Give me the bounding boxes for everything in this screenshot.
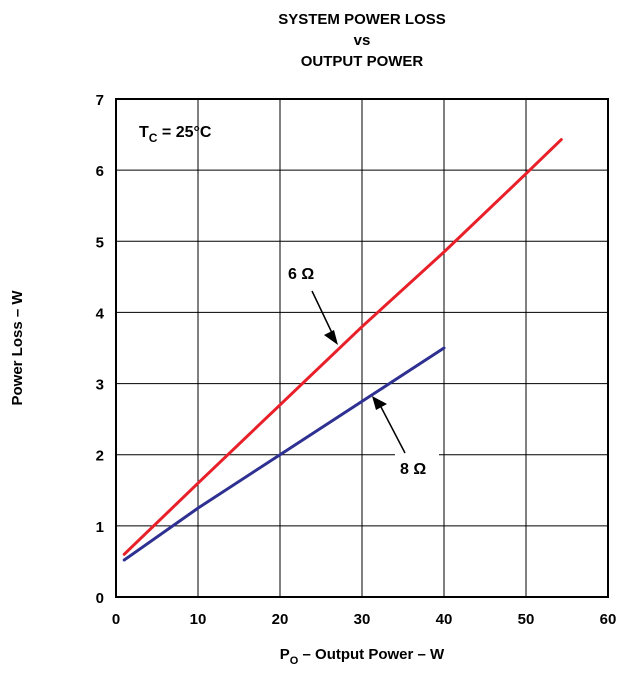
x-tick-label: 40	[436, 611, 453, 628]
y-axis-label: Power Loss – W	[9, 290, 26, 406]
y-tick-label: 1	[96, 519, 104, 536]
y-tick-label: 4	[96, 305, 105, 322]
arrow-head-8-ohm	[372, 396, 387, 410]
series-label-6-ohm: 6 Ω	[288, 266, 314, 283]
y-tick-labels: 0 1 2 3 4 5 6 7	[96, 92, 105, 607]
series-label-8-ohm: 8 Ω	[400, 461, 426, 478]
chart-title-line-3: OUTPUT POWER	[301, 53, 424, 70]
y-tick-label: 0	[96, 590, 104, 607]
y-tick-label: 2	[96, 448, 104, 465]
label-bg-6-ohm	[282, 258, 326, 286]
x-tick-label: 0	[112, 611, 120, 628]
x-tick-labels: 0 10 20 30 40 50 60	[112, 611, 617, 628]
label-bg-8-ohm	[395, 453, 439, 481]
x-tick-label: 20	[272, 611, 289, 628]
temperature-annotation: TC = 25°C	[139, 124, 212, 145]
y-tick-label: 7	[96, 92, 104, 109]
series-lines	[122, 138, 563, 562]
arrow-shaft-6-ohm	[311, 290, 334, 336]
x-tick-label: 10	[190, 611, 207, 628]
series-line-1	[122, 346, 446, 562]
x-tick-label: 60	[600, 611, 617, 628]
arrow-shaft-8-ohm	[380, 406, 406, 454]
y-tick-label: 3	[96, 377, 104, 394]
grid-lines	[115, 98, 609, 598]
y-tick-label: 6	[96, 163, 104, 180]
plot-frame	[115, 98, 609, 598]
arrow-head-6-ohm	[324, 330, 338, 345]
chart-title-line-1: SYSTEM POWER LOSS	[278, 11, 446, 28]
x-tick-label: 50	[518, 611, 535, 628]
y-tick-label: 5	[96, 234, 104, 251]
series-line-0	[122, 138, 563, 556]
chart-title-line-2: vs	[354, 32, 371, 49]
x-axis-label: PO – Output Power – W	[280, 646, 445, 667]
x-tick-label: 30	[354, 611, 371, 628]
